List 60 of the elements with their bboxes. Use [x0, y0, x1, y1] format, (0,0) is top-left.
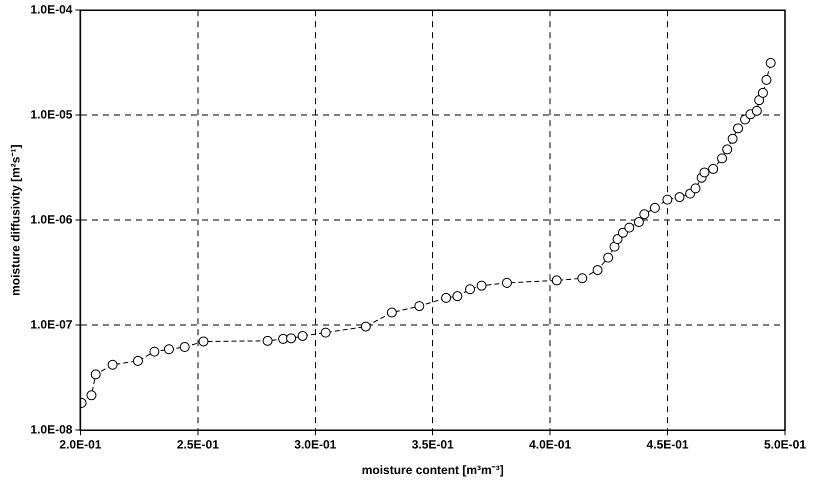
point	[180, 342, 190, 352]
point	[618, 228, 628, 238]
point	[752, 106, 762, 116]
y-tick-label: 1.0E-04	[30, 2, 73, 17]
point	[414, 301, 424, 312]
point	[612, 234, 623, 244]
point	[90, 369, 101, 380]
point	[662, 194, 672, 205]
x-tick-label: 3.5E-01	[412, 438, 454, 452]
point	[761, 74, 772, 85]
y-axis-title: moisture diffusivity [m²s⁻¹]	[8, 144, 23, 296]
point	[320, 328, 331, 338]
point	[164, 344, 174, 354]
x-tick-label: 5.0E-01	[764, 438, 806, 452]
point	[639, 209, 650, 220]
point	[609, 242, 620, 252]
x-axis-title: moisture content [m³m⁻³]	[362, 463, 504, 478]
point	[502, 278, 512, 288]
point	[650, 202, 660, 213]
x-tick-label: 4.5E-01	[646, 438, 689, 452]
point	[577, 273, 588, 284]
y-tick-label: 1.0E-07	[30, 318, 73, 332]
point	[603, 252, 614, 263]
point	[132, 356, 143, 366]
point	[624, 222, 634, 233]
point	[476, 280, 487, 291]
point	[465, 284, 476, 294]
x-tick-label: 2.0E-01	[59, 438, 102, 452]
point	[690, 183, 701, 194]
point	[198, 336, 208, 346]
point	[699, 167, 710, 178]
point	[286, 333, 296, 344]
point	[298, 330, 308, 341]
point	[86, 390, 96, 400]
point	[722, 144, 732, 154]
y-tick-label: 1.0E-06	[30, 212, 73, 227]
point	[452, 291, 462, 302]
x-tick-label: 2.5E-01	[176, 438, 220, 452]
x-tick-label: 3.0E-01	[294, 438, 337, 452]
point	[758, 88, 768, 98]
point	[360, 322, 371, 332]
point	[108, 360, 118, 370]
point	[262, 336, 273, 346]
point	[766, 58, 776, 68]
point	[634, 217, 644, 228]
point	[728, 134, 738, 144]
y-tick-label: 1.0E-08	[30, 422, 73, 437]
point	[754, 95, 764, 106]
point	[717, 153, 728, 164]
point	[674, 192, 685, 202]
y-tick-label: 1.0E-05	[30, 108, 73, 122]
point	[733, 123, 744, 134]
point	[708, 164, 718, 174]
point	[552, 275, 562, 286]
x-tick-label: 4.0E-01	[529, 438, 572, 452]
point	[592, 265, 603, 276]
point	[386, 308, 397, 318]
point	[278, 334, 288, 344]
point	[441, 292, 452, 303]
point	[149, 346, 160, 357]
